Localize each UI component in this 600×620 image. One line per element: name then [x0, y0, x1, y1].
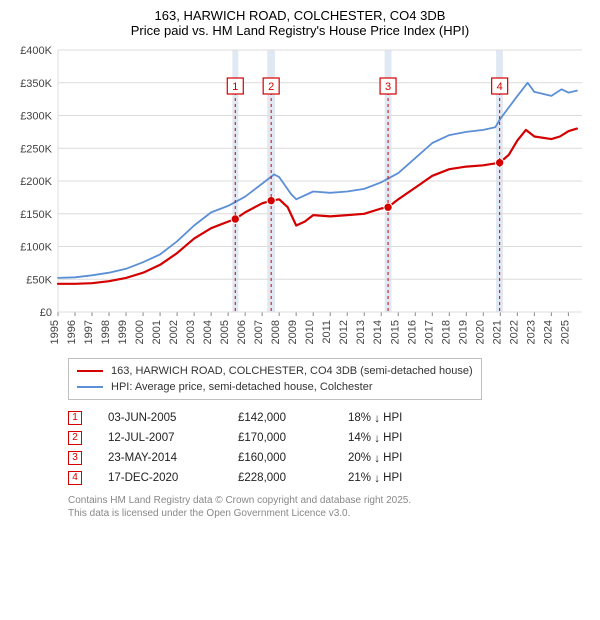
x-axis-label: 2024	[542, 320, 554, 344]
legend-swatch	[77, 370, 103, 372]
cell-date: 17-DEC-2020	[108, 468, 238, 488]
y-axis-label: £50K	[26, 274, 52, 286]
copyright: Contains HM Land Registry data © Crown c…	[68, 494, 568, 520]
x-axis-label: 1996	[66, 320, 78, 344]
arrow-down-icon: ↓	[374, 433, 380, 445]
transactions-table: 1 03-JUN-2005£142,00018% ↓ HPI 2 12-JUL-200…	[68, 408, 412, 488]
x-axis-label: 2009	[287, 320, 299, 344]
title-address: 163, HARWICH ROAD, COLCHESTER, CO4 3DB	[10, 8, 590, 23]
marker-box: 3	[68, 451, 82, 465]
legend-label: 163, HARWICH ROAD, COLCHESTER, CO4 3DB (…	[111, 365, 473, 377]
x-axis-label: 2022	[508, 320, 520, 344]
x-axis-label: 1999	[117, 320, 129, 344]
callout-label: 3	[385, 81, 391, 93]
x-axis-label: 2018	[440, 320, 452, 344]
legend-swatch	[77, 386, 103, 388]
callout-label: 1	[232, 81, 238, 93]
y-axis-label: £0	[40, 307, 52, 319]
x-axis-label: 2020	[474, 320, 486, 344]
x-axis-label: 2005	[219, 320, 231, 344]
marker-box: 2	[68, 431, 82, 445]
arrow-down-icon: ↓	[374, 453, 380, 465]
cell-delta: 14% ↓ HPI	[348, 428, 412, 448]
x-axis-label: 2008	[270, 320, 282, 344]
price-chart: £0 £50K £100K £150K £200K £250K £300K £350K £400…	[10, 42, 590, 352]
y-axis-label: £200K	[20, 176, 52, 188]
x-axis-label: 1997	[83, 320, 95, 344]
table-row: 1 03-JUN-2005£142,00018% ↓ HPI	[68, 408, 412, 428]
x-axis-label: 2004	[202, 320, 214, 344]
cell-delta: 18% ↓ HPI	[348, 408, 412, 428]
cell-delta: 21% ↓ HPI	[348, 468, 412, 488]
x-axis-label: 2013	[355, 320, 367, 344]
arrow-down-icon: ↓	[374, 473, 380, 485]
table-row: 2 12-JUL-2007£170,00014% ↓ HPI	[68, 428, 412, 448]
x-axis-label: 2006	[236, 320, 248, 344]
marker-box: 1	[68, 411, 82, 425]
y-axis-label: £350K	[20, 78, 52, 90]
cell-price: £228,000	[238, 468, 348, 488]
x-axis-label: 2015	[389, 320, 401, 344]
legend-item-price-paid: 163, HARWICH ROAD, COLCHESTER, CO4 3DB (…	[77, 363, 473, 379]
x-axis-label: 2002	[168, 320, 180, 344]
y-axis-label: £250K	[20, 143, 52, 155]
cell-date: 12-JUL-2007	[108, 428, 238, 448]
cell-date: 03-JUN-2005	[108, 408, 238, 428]
x-axis-label: 2016	[406, 320, 418, 344]
y-axis-label: £150K	[20, 209, 52, 221]
x-axis-label: 2011	[321, 320, 333, 344]
x-axis-label: 2025	[559, 320, 571, 344]
callout-label: 2	[268, 81, 274, 93]
y-axis-label: £100K	[20, 242, 52, 254]
x-axis-label: 2021	[491, 320, 503, 344]
copyright-line: This data is licensed under the Open Gov…	[68, 507, 568, 520]
y-axis-label: £300K	[20, 111, 52, 123]
copyright-line: Contains HM Land Registry data © Crown c…	[68, 494, 568, 507]
legend: 163, HARWICH ROAD, COLCHESTER, CO4 3DB (…	[68, 358, 482, 400]
arrow-down-icon: ↓	[374, 413, 380, 425]
x-axis-label: 2007	[253, 320, 265, 344]
x-axis-label: 2000	[134, 320, 146, 344]
x-axis-label: 2017	[423, 320, 435, 344]
cell-price: £170,000	[238, 428, 348, 448]
cell-delta: 20% ↓ HPI	[348, 448, 412, 468]
x-axis-label: 2012	[338, 320, 350, 344]
chart-svg: £0 £50K £100K £150K £200K £250K £300K £350K £400…	[10, 42, 590, 352]
chart-title: 163, HARWICH ROAD, COLCHESTER, CO4 3DB P…	[10, 8, 590, 38]
x-axis-label: 2023	[525, 320, 537, 344]
x-axis-label: 2010	[304, 320, 316, 344]
x-axis-label: 2019	[457, 320, 469, 344]
title-subtitle: Price paid vs. HM Land Registry's House …	[10, 23, 590, 38]
x-axis-label: 2001	[151, 320, 163, 344]
y-axis-label: £400K	[20, 45, 52, 57]
cell-price: £142,000	[238, 408, 348, 428]
marker-box: 4	[68, 471, 82, 485]
x-axis-label: 2014	[372, 320, 384, 344]
x-axis-label: 2003	[185, 320, 197, 344]
x-axis-label: 1995	[49, 320, 61, 344]
table-row: 4 17-DEC-2020£228,00021% ↓ HPI	[68, 468, 412, 488]
legend-label: HPI: Average price, semi-detached house,…	[111, 381, 373, 393]
cell-price: £160,000	[238, 448, 348, 468]
legend-item-hpi: HPI: Average price, semi-detached house,…	[77, 379, 473, 395]
table-row: 3 23-MAY-2014£160,00020% ↓ HPI	[68, 448, 412, 468]
x-axis-label: 1998	[100, 320, 112, 344]
callout-label: 4	[497, 81, 503, 93]
cell-date: 23-MAY-2014	[108, 448, 238, 468]
